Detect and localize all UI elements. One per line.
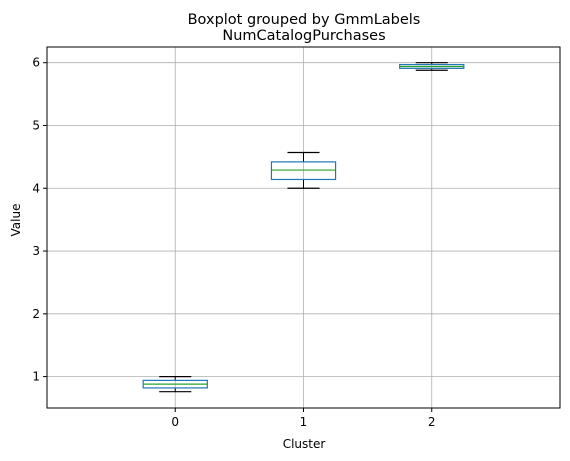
axes-layer: 0 1 2 1 2 3 4 5 6 (32, 47, 560, 429)
y-axis-label: Value (9, 204, 23, 237)
chart-suptitle: Boxplot grouped by GmmLabels (188, 12, 421, 28)
x-axis-label: Cluster (283, 437, 326, 451)
y-tick-label: 6 (32, 56, 40, 70)
y-tick-label: 3 (32, 244, 40, 258)
x-tick-label: 0 (171, 415, 179, 429)
y-tick-label: 5 (32, 118, 40, 132)
y-tick-label: 1 (32, 370, 40, 384)
x-tick-label: 2 (428, 415, 436, 429)
y-tick-label: 4 (32, 181, 40, 195)
x-tick-label: 1 (300, 415, 308, 429)
grid-layer (47, 47, 560, 408)
chart-title: NumCatalogPurchases (222, 28, 385, 44)
y-tick-label: 2 (32, 307, 40, 321)
